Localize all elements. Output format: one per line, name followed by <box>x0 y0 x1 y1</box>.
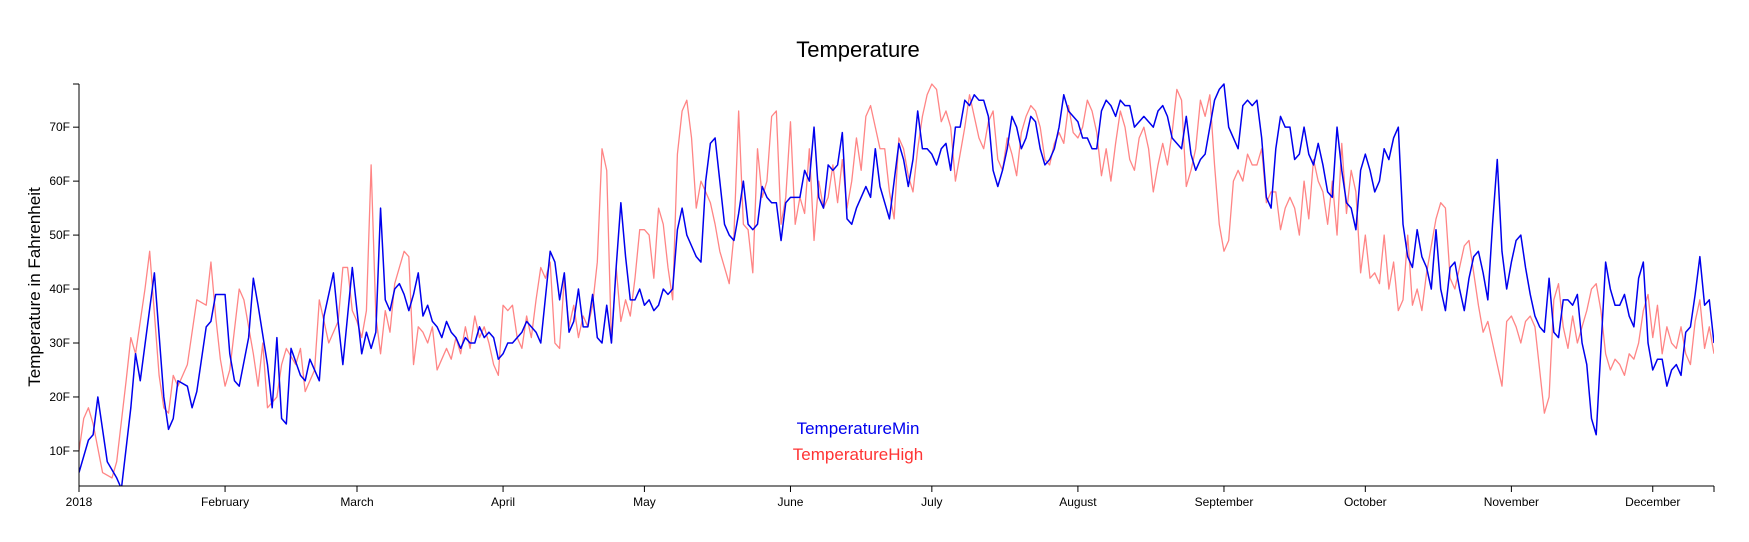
x-tick-label: November <box>1484 495 1539 509</box>
x-tick-label: October <box>1344 495 1387 509</box>
x-tick-label: February <box>201 495 249 509</box>
series-line-temperature-min <box>79 83 1714 486</box>
x-tick-label: September <box>1195 495 1254 509</box>
y-axis-label: Temperature in Fahrenheit <box>25 187 44 387</box>
x-tick-label: July <box>921 495 942 509</box>
y-tick-label: 40F <box>49 282 70 296</box>
y-tick-label: 60F <box>49 174 70 188</box>
x-tick-label: April <box>491 495 515 509</box>
y-tick-label: 70F <box>49 120 70 134</box>
y-tick-label: 20F <box>49 390 70 404</box>
legend-entry-temperature-min: TemperatureMin <box>797 419 920 438</box>
x-tick-label: December <box>1625 495 1680 509</box>
chart-title: Temperature <box>796 37 920 62</box>
y-tick-label: 30F <box>49 336 70 350</box>
plot-area <box>79 83 1714 486</box>
x-tick-label: August <box>1059 495 1097 509</box>
series-line-temperature-high <box>79 83 1714 479</box>
y-tick-label: 10F <box>49 444 70 458</box>
x-tick-label: 2018 <box>66 495 93 509</box>
y-axis: 10F 20F 30F 40F 50F 60F 70F <box>49 83 80 486</box>
x-tick-label: June <box>777 495 803 509</box>
y-tick-label: 50F <box>49 228 70 242</box>
x-tick-label: May <box>633 495 656 509</box>
x-tick-label: March <box>340 495 373 509</box>
legend: TemperatureMin TemperatureHigh <box>793 419 923 464</box>
x-axis: 2018 February March April May June July August S… <box>66 485 1715 509</box>
legend-entry-temperature-high: TemperatureHigh <box>793 445 923 464</box>
